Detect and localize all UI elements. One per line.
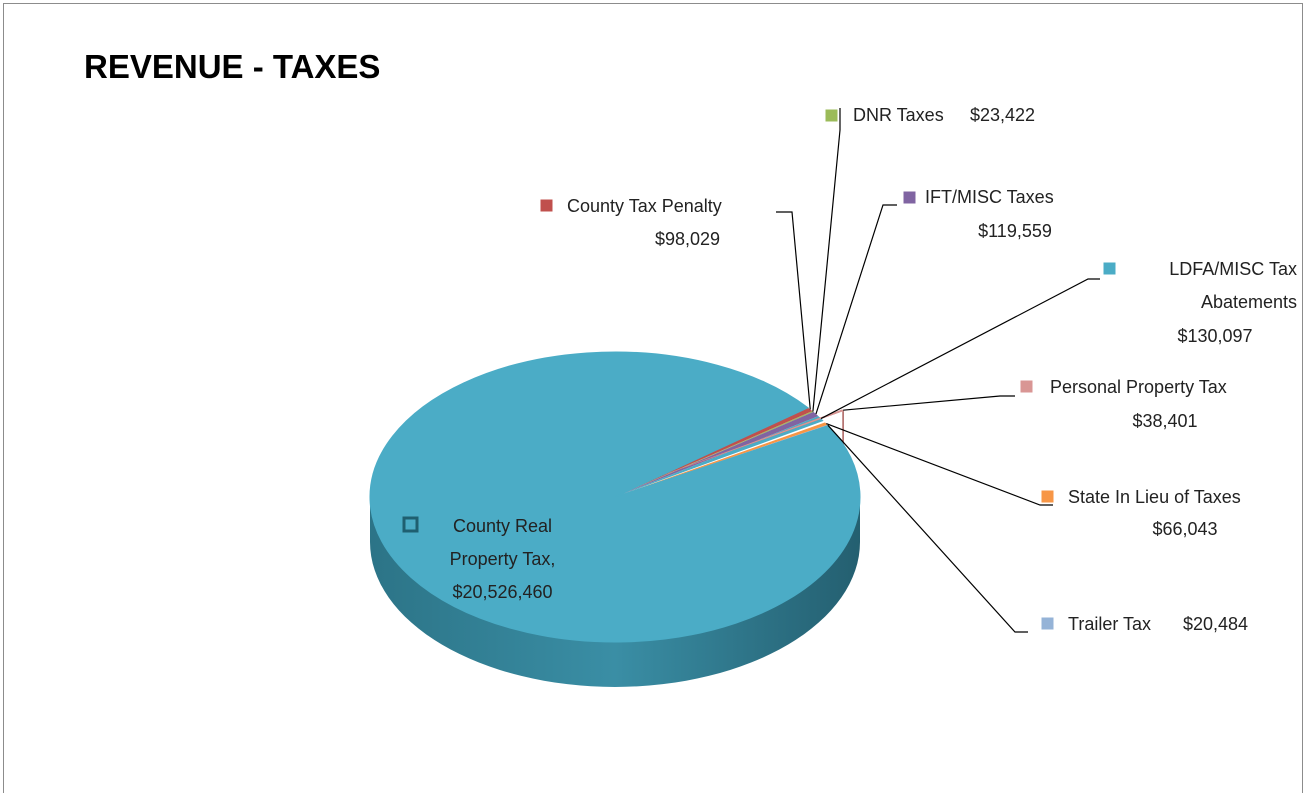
pie-side bbox=[370, 497, 860, 687]
leader-line bbox=[843, 395, 1015, 411]
legend-marker bbox=[402, 516, 419, 533]
slice-label: IFT/MISC Taxes bbox=[925, 187, 1054, 207]
chart-title: REVENUE - TAXES bbox=[84, 48, 381, 85]
leader-line bbox=[820, 278, 1100, 420]
leader-line bbox=[812, 108, 841, 412]
legend-marker bbox=[539, 198, 554, 213]
pie-slice bbox=[369, 351, 861, 643]
value-label: $66,043 bbox=[1152, 519, 1218, 539]
slice-label: County Tax Penalty bbox=[567, 196, 722, 216]
leader-line bbox=[815, 204, 897, 415]
leader-line bbox=[826, 423, 1053, 506]
leader-line bbox=[776, 211, 811, 410]
pie-slice bbox=[615, 422, 828, 497]
value-label: $20,526,460 bbox=[452, 582, 553, 602]
chart-frame bbox=[3, 3, 1303, 793]
legend-marker bbox=[824, 108, 839, 123]
value-label: $23,422 bbox=[970, 105, 1036, 125]
slice-label: State In Lieu of Taxes bbox=[1068, 487, 1241, 507]
pie-slice bbox=[633, 409, 844, 486]
value-label: $130,097 bbox=[1177, 326, 1253, 346]
legend-marker bbox=[1040, 489, 1055, 504]
slice-label: LDFA/MISC Tax Abatements bbox=[1169, 259, 1297, 312]
pie-slice bbox=[615, 411, 819, 497]
legend-marker bbox=[1019, 379, 1034, 394]
legend-marker bbox=[1040, 616, 1055, 631]
legend-marker bbox=[902, 190, 917, 205]
pie-slice bbox=[615, 411, 814, 497]
slice-label: DNR Taxes bbox=[853, 105, 944, 125]
slice-label: Trailer Tax bbox=[1068, 614, 1152, 634]
value-label: $20,484 bbox=[1183, 614, 1249, 634]
slice-label: County Real Property Tax, bbox=[449, 516, 556, 569]
value-label: $38,401 bbox=[1132, 411, 1198, 431]
leader-line bbox=[827, 424, 1028, 633]
value-label: $119,559 bbox=[978, 221, 1052, 241]
legend-marker bbox=[1102, 261, 1117, 276]
slice-label: Personal Property Tax bbox=[1050, 377, 1227, 397]
value-label: $98,029 bbox=[654, 229, 721, 249]
